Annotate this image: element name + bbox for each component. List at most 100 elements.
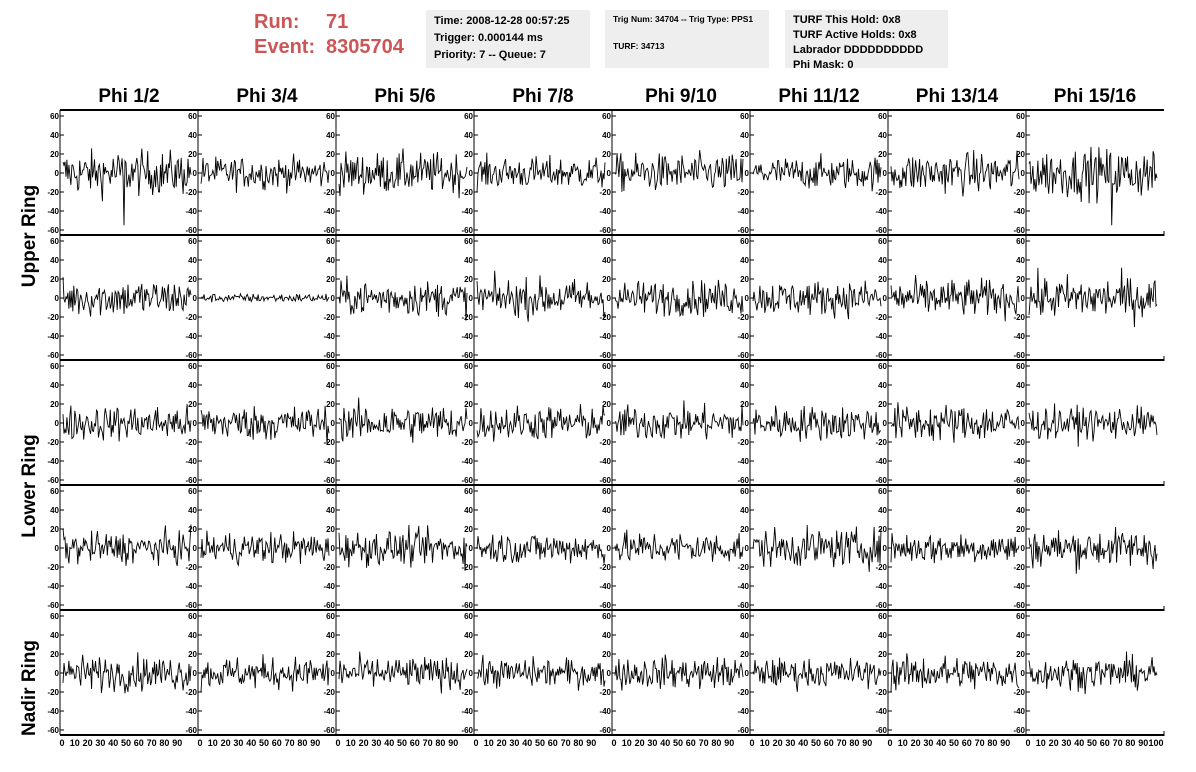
y-tick-label: 60 [1016, 362, 1025, 371]
y-tick-label: -20 [875, 313, 887, 322]
x-tick-label: 60 [686, 738, 696, 748]
y-tick-label: 60 [326, 362, 335, 371]
y-tick-label: 60 [1016, 612, 1025, 621]
y-tick-label: -20 [323, 313, 335, 322]
y-tick-label: -40 [185, 707, 197, 716]
y-tick-label: -40 [599, 332, 611, 341]
y-tick-label: -60 [599, 351, 611, 360]
y-tick-label: 0 [607, 544, 612, 553]
y-tick-label: 20 [188, 650, 197, 659]
turf-num-text: TURF: 34713 [613, 41, 665, 51]
turf-active-holds-text: TURF Active Holds: 0x8 [793, 29, 917, 41]
y-tick-label: 60 [602, 237, 611, 246]
y-tick-label: 40 [1016, 381, 1025, 390]
x-tick-label: 70 [285, 738, 295, 748]
waveform-trace [62, 652, 192, 694]
y-tick-label: 20 [602, 275, 611, 284]
y-tick-label: 20 [326, 650, 335, 659]
y-tick-label: -60 [461, 601, 473, 610]
y-tick-label: 0 [469, 669, 474, 678]
waveform-trace [752, 657, 882, 692]
y-tick-label: -20 [1013, 313, 1025, 322]
y-tick-label: 60 [740, 112, 749, 121]
y-tick-label: 20 [878, 150, 887, 159]
x-tick-label: 20 [497, 738, 507, 748]
y-tick-label: 40 [1016, 631, 1025, 640]
y-tick-label: 60 [50, 612, 59, 621]
y-tick-label: 40 [188, 506, 197, 515]
y-tick-label: -40 [461, 457, 473, 466]
y-tick-label: 20 [464, 650, 473, 659]
x-tick-label: 70 [699, 738, 709, 748]
y-tick-label: -40 [323, 332, 335, 341]
y-tick-label: 0 [1021, 419, 1026, 428]
x-tick-label: 50 [259, 738, 269, 748]
y-tick-label: 20 [50, 400, 59, 409]
y-tick-label: -60 [599, 476, 611, 485]
waveform-trace [62, 524, 192, 566]
x-tick-label: 50 [673, 738, 683, 748]
y-tick-label: -40 [1013, 207, 1025, 216]
y-tick-label: -40 [323, 207, 335, 216]
y-tick-label: 60 [464, 362, 473, 371]
waveform-trace [338, 524, 468, 571]
waveform-trace [614, 279, 744, 318]
y-tick-label: -60 [1013, 351, 1025, 360]
x-tick-label: 10 [760, 738, 770, 748]
x-tick-label: 60 [272, 738, 282, 748]
x-tick-label: 80 [987, 738, 997, 748]
y-tick-label: 60 [878, 612, 887, 621]
y-tick-label: 40 [188, 631, 197, 640]
y-tick-label: -20 [875, 688, 887, 697]
y-tick-label: 0 [607, 419, 612, 428]
y-tick-label: 0 [193, 419, 198, 428]
x-tick-label: 40 [660, 738, 670, 748]
y-tick-label: -20 [323, 438, 335, 447]
x-tick-label: 90 [310, 738, 320, 748]
y-tick-label: 60 [740, 362, 749, 371]
y-tick-label: 60 [878, 112, 887, 121]
y-tick-label: 0 [331, 669, 336, 678]
y-tick-label: 40 [740, 131, 749, 140]
y-tick-label: -60 [875, 601, 887, 610]
phi-mask-text: Phi Mask: 0 [793, 59, 854, 71]
y-tick-label: 60 [50, 237, 59, 246]
y-tick-label: 40 [1016, 131, 1025, 140]
x-tick-label: 0 [335, 738, 340, 748]
y-tick-label: -60 [599, 601, 611, 610]
phi-header-5: Phi 9/10 [645, 86, 717, 107]
x-tick-label: 50 [397, 738, 407, 748]
x-tick-label: 40 [246, 738, 256, 748]
x-tick-label: 10 [898, 738, 908, 748]
x-tick-label: 30 [785, 738, 795, 748]
x-tick-label: 90 [586, 738, 596, 748]
y-tick-label: 60 [326, 112, 335, 121]
y-tick-label: 60 [602, 362, 611, 371]
y-tick-label: 40 [326, 256, 335, 265]
y-tick-label: 60 [878, 487, 887, 496]
y-tick-label: 20 [326, 275, 335, 284]
y-tick-label: 60 [740, 487, 749, 496]
trigger-info-box: Trig Num: 34704 -- Trig Type: PPS1 TURF:… [605, 10, 769, 68]
y-tick-label: 40 [464, 256, 473, 265]
y-tick-label: -20 [737, 688, 749, 697]
y-tick-label: 40 [50, 631, 59, 640]
y-tick-label: -60 [47, 226, 59, 235]
x-tick-label: 20 [1049, 738, 1059, 748]
run-label: Run: [254, 11, 300, 33]
waveform-trace [200, 292, 330, 303]
y-tick-label: 0 [193, 544, 198, 553]
y-tick-label: 0 [55, 544, 60, 553]
y-tick-label: -40 [185, 332, 197, 341]
x-tick-label: 70 [975, 738, 985, 748]
y-tick-label: -20 [737, 563, 749, 572]
y-tick-label: 60 [1016, 112, 1025, 121]
y-tick-label: 40 [740, 506, 749, 515]
y-tick-label: 60 [740, 612, 749, 621]
y-tick-label: 40 [602, 381, 611, 390]
x-tick-label: 90 [448, 738, 458, 748]
y-tick-label: 0 [745, 294, 750, 303]
waveform-trace [200, 654, 330, 692]
x-tick-label: 70 [837, 738, 847, 748]
y-tick-label: 20 [740, 525, 749, 534]
